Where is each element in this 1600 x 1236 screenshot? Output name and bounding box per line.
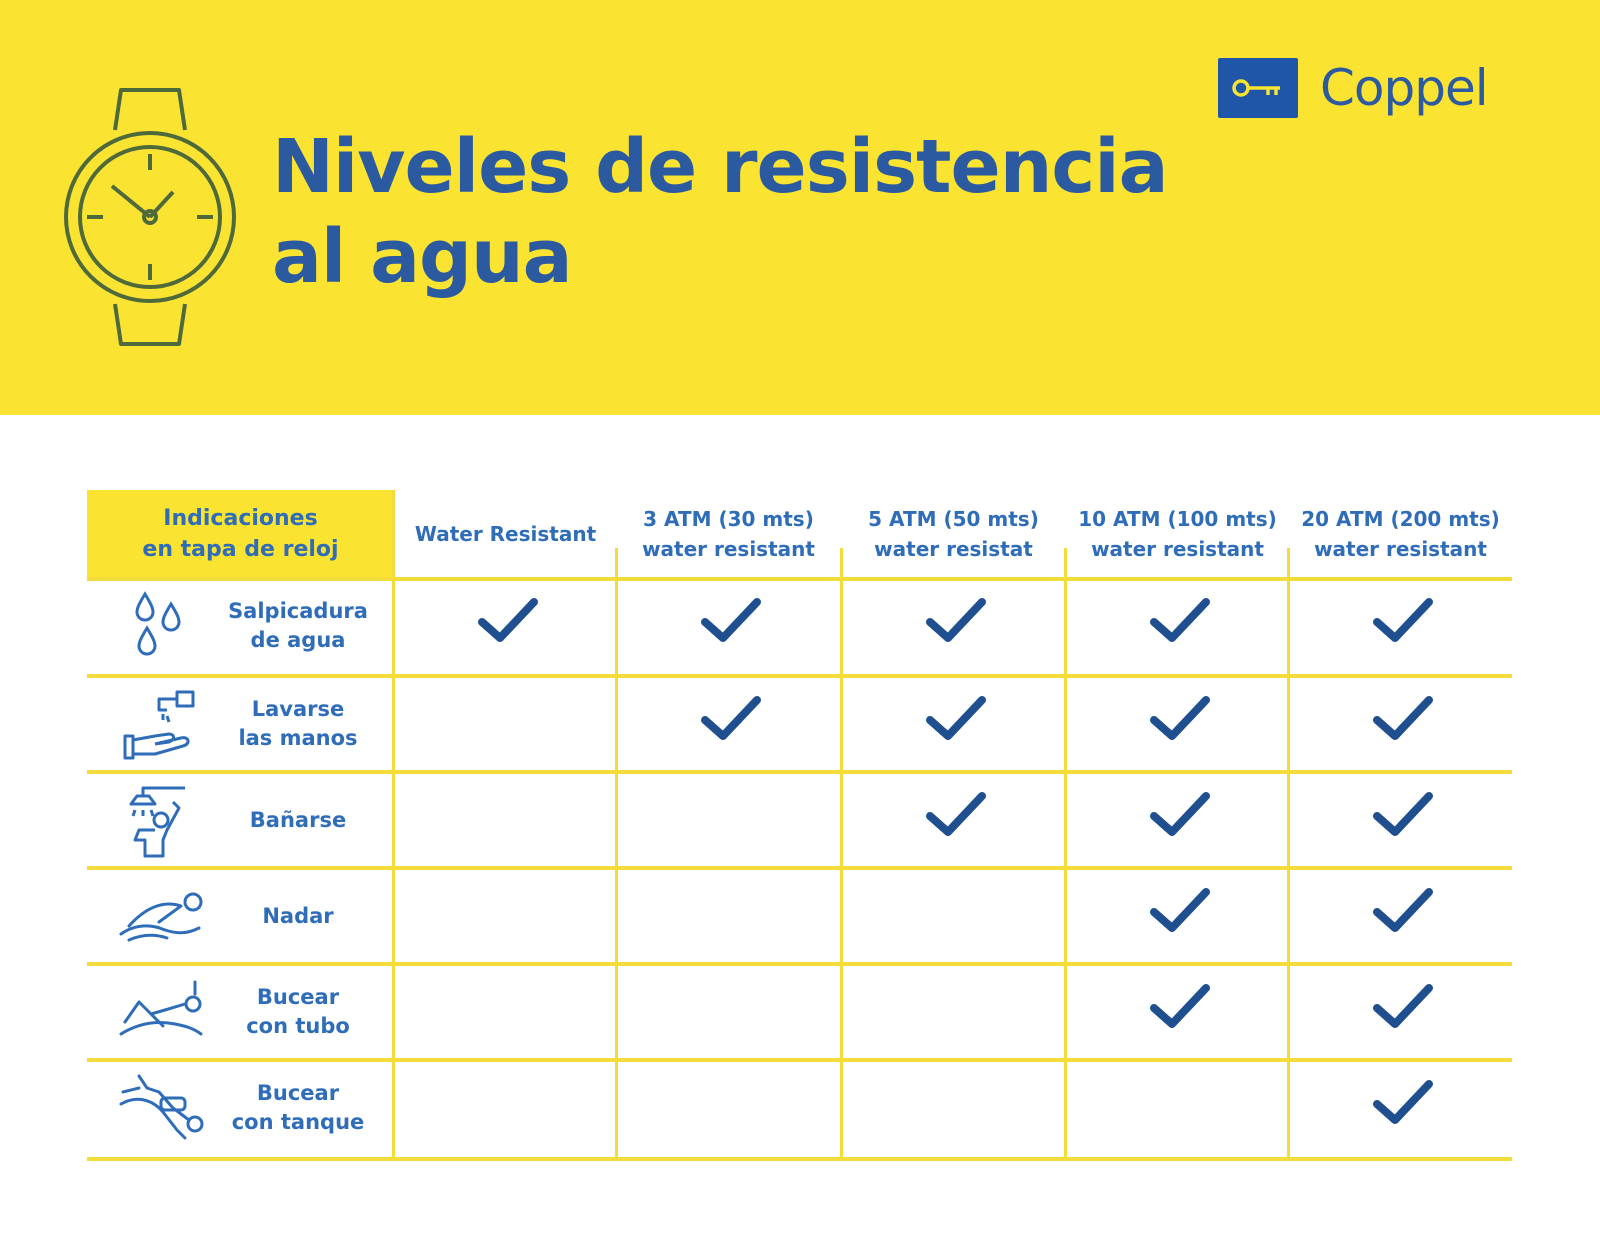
header-indicaciones-line1: Indicaciones	[163, 505, 318, 531]
check-icon	[925, 598, 986, 642]
column-header-line1: 5 ATM (50 mts)	[868, 506, 1039, 531]
row-divider	[87, 1157, 1512, 1161]
water-drops-icon	[115, 588, 205, 664]
column-header-3: 5 ATM (50 mts) water resistat	[842, 490, 1065, 577]
column-header-line1: Water Resistant	[414, 521, 597, 546]
row-label: Nadar	[218, 868, 378, 964]
check-icon	[925, 696, 986, 740]
swimmer-icon	[115, 878, 205, 954]
column-divider	[615, 548, 618, 1157]
row-label: Bañarse	[218, 772, 378, 868]
row-label-line2: con tanque	[231, 1110, 365, 1134]
column-divider	[392, 490, 395, 1157]
title-line-1: Niveles de resistencia	[272, 124, 1169, 210]
check-icon	[1149, 792, 1210, 836]
column-header-line1: 10 ATM (100 mts)	[1078, 506, 1277, 531]
row-divider	[87, 1058, 1512, 1062]
check-icon	[1149, 888, 1210, 932]
wristwatch-icon	[64, 88, 236, 346]
brand-name: Coppel	[1320, 59, 1489, 117]
row-label: Bucear con tanque	[218, 1060, 378, 1156]
column-header-4: 10 ATM (100 mts) water resistant	[1066, 490, 1289, 577]
column-header-5: 20 ATM (200 mts) water resistant	[1289, 490, 1512, 577]
row-divider	[87, 770, 1512, 774]
title-line-2: al agua	[272, 214, 573, 300]
row-label-line2: de agua	[250, 628, 346, 652]
key-icon	[1218, 58, 1298, 118]
column-divider	[1287, 548, 1290, 1157]
check-icon	[1372, 1080, 1433, 1124]
check-icon	[1372, 984, 1433, 1028]
row-label-line1: Bucear	[256, 1081, 340, 1105]
check-icon	[1149, 598, 1210, 642]
scuba-diver-icon	[115, 1070, 205, 1146]
column-header-line1: 20 ATM (200 mts)	[1301, 506, 1500, 531]
header-banner: Niveles de resistencia al agua Coppel	[0, 0, 1600, 415]
header-indicaciones-line2: en tapa de reloj	[142, 536, 339, 562]
check-icon	[700, 598, 761, 642]
column-header-line2: water resistant	[1091, 536, 1264, 561]
column-header-line2: water resistat	[874, 536, 1033, 561]
row-divider	[87, 577, 1512, 581]
check-icon	[1372, 792, 1433, 836]
check-icon	[1372, 888, 1433, 932]
row-label-line1: Bucear	[256, 985, 340, 1009]
row-divider	[87, 674, 1512, 678]
check-icon	[1372, 598, 1433, 642]
row-label-line2: las manos	[238, 726, 358, 750]
column-header-line1: 3 ATM (30 mts)	[643, 506, 814, 531]
column-header-2: 3 ATM (30 mts) water resistant	[617, 490, 840, 577]
row-label-line1: Nadar	[262, 903, 334, 928]
column-divider	[1064, 548, 1067, 1157]
row-label: Salpicadura de agua	[218, 578, 378, 674]
check-icon	[700, 696, 761, 740]
row-label-line2: con tubo	[246, 1014, 350, 1038]
row-label-line1: Lavarse	[251, 697, 345, 721]
column-header-line2: water resistant	[1314, 536, 1487, 561]
row-divider	[87, 866, 1512, 870]
row-label-line1: Salpicadura	[228, 599, 368, 623]
check-icon	[1372, 696, 1433, 740]
column-header-1: Water Resistant	[394, 490, 617, 577]
check-icon	[477, 598, 538, 642]
row-label: Bucear con tubo	[218, 964, 378, 1060]
brand-logo: Coppel	[1218, 58, 1489, 118]
check-icon	[1149, 984, 1210, 1028]
shower-icon	[115, 782, 205, 858]
column-header-line2: water resistant	[642, 536, 815, 561]
snorkel-icon	[115, 974, 205, 1050]
check-icon	[1149, 696, 1210, 740]
page-title: Niveles de resistencia al agua	[272, 122, 1169, 302]
hand-washing-icon	[115, 686, 205, 762]
row-label: Lavarse las manos	[218, 676, 378, 772]
header-indicaciones: Indicaciones en tapa de reloj	[87, 490, 394, 577]
column-divider	[840, 548, 843, 1157]
check-icon	[925, 792, 986, 836]
row-label-line1: Bañarse	[249, 807, 347, 832]
row-divider	[87, 962, 1512, 966]
